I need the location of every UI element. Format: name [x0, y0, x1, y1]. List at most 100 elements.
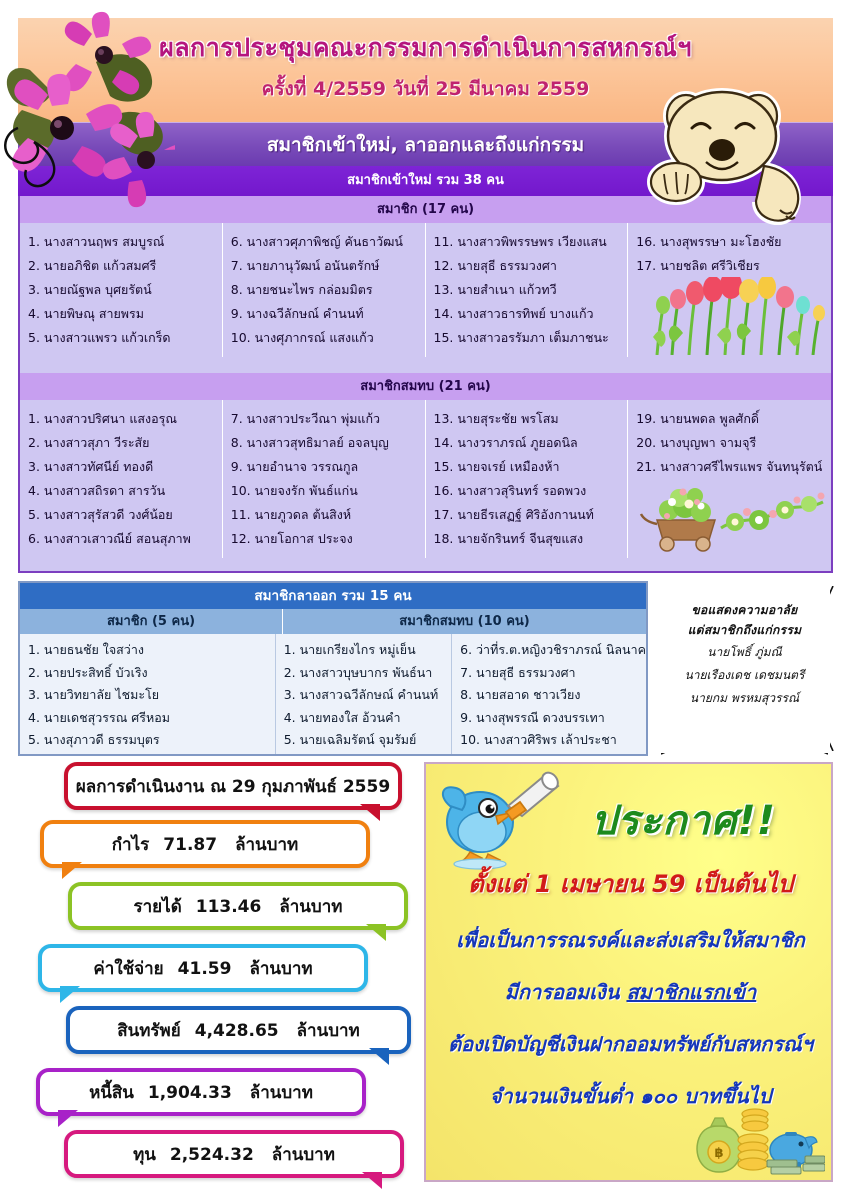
financial-metric-bubble: สินทรัพย์ 4,428.65 ล้านบาท — [66, 1006, 411, 1065]
member-name: 5. นางสาวสุรัสวดี วงศ์น้อย — [28, 507, 173, 522]
money-savings-icon: ฿ — [696, 1108, 825, 1175]
member-name: 3. นางสาวฉวีลักษณ์ คำนนท์ — [283, 687, 439, 702]
financial-metric-bubble: ค่าใช้จ่าย 41.59 ล้านบาท — [38, 944, 368, 1003]
member-name: 1. นายเกรียงไกร หมู่เย็น — [283, 642, 416, 657]
financial-title-bubble: ผลการดำเนินงาน ณ 29 กุมภาพันธ์ 2559 — [64, 762, 402, 821]
financial-results-panel: ผลการดำเนินงาน ณ 29 กุมภาพันธ์ 2559 กำไร… — [18, 762, 418, 1189]
member-name: 18. นายจักรินทร์ จีนสุขแสง — [433, 531, 584, 546]
member-name: 4. นางสาวสถิรดา สารวัน — [28, 483, 166, 498]
member-name: 1. นายธนชัย ใจสว่าง — [28, 642, 144, 657]
financial-metric-unit: ล้านบาท — [249, 1082, 313, 1103]
member-name: 6. ว่าที่ร.ต.หญิงวชิราภรณ์ นิลนาค — [460, 642, 646, 657]
member-name: 1. นางสาวปริศนา แสงอรุณ — [28, 411, 177, 426]
resigned-members-table: สมาชิกลาออก รวม 15 คน สมาชิก (5 คน) สมาช… — [18, 581, 648, 756]
resigned-regular-subheader: สมาชิก (5 คน) — [20, 609, 284, 634]
new-members-regular-block: สมาชิก (17 คน) 1. นางสาวนฤพร สมบูรณ์ 2. น… — [18, 196, 833, 373]
member-name: 10. นางสาวศิริพร เล้าประชา — [460, 732, 617, 747]
member-name: 14. นางสาวธารทิพย์ บางแก้ว — [433, 306, 594, 321]
financial-metric-label: ค่าใช้จ่าย — [93, 958, 164, 979]
condolence-content: ขอแสดงความอาลัย แด่สมาชิกถึงแก่กรรม นายโ… — [659, 584, 830, 753]
deceased-name: นายกม พรหมสุวรรณ์ — [689, 691, 800, 705]
financial-metric-unit: ล้านบาท — [296, 1020, 360, 1041]
bird-megaphone-icon — [441, 771, 560, 870]
member-name: 2. นายประสิทธิ์ บัวเริง — [28, 664, 148, 680]
financial-metric-value: 71.87 — [163, 834, 218, 855]
member-name: 3. นางสาวทัศนีย์ ทองดี — [28, 459, 154, 474]
member-name: 3. นายวิทยาลัย ไชมะโย — [28, 687, 160, 702]
grid-column: 7. นางสาวประวีณา พุ่มแก้ว 8. นางสาวสุทธิม… — [223, 400, 426, 558]
deceased-name: นายโพธิ์ ภู่มณี — [707, 645, 782, 659]
member-name: 2. นายอภิชิต แก้วสมศรี — [28, 258, 157, 273]
grid-column: 13. นายสุระชัย พรโสม 14. นางวราภรณ์ ภูยอด… — [426, 400, 629, 558]
resigned-regular-column: 1. นายธนชัย ใจสว่าง 2. นายประสิทธิ์ บัวเร… — [20, 634, 276, 754]
new-members-total-label: สมาชิกเข้าใหม่ รวม 38 คน — [347, 173, 504, 188]
flower-cart-icon — [639, 488, 825, 552]
financial-metric-label: กำไร — [111, 834, 150, 855]
announcement-effective-date: ตั้งแต่ 1 เมษายน 59 เป็นต้นไป — [468, 870, 793, 898]
financial-metric-bubble: กำไร 71.87 ล้านบาท — [40, 820, 370, 879]
grid-column: 1. นางสาวนฤพร สมบูรณ์ 2. นายอภิชิต แก้วสม… — [20, 223, 223, 357]
member-name: 7. นางสาวประวีณา พุ่มแก้ว — [230, 411, 381, 426]
financial-metric-label: ทุน — [133, 1144, 156, 1165]
section-banner-label: สมาชิกเข้าใหม่, ลาออกและถึงแก่กรรม — [266, 134, 585, 156]
condolence-line-2: แด่สมาชิกถึงแก่กรรม — [687, 623, 802, 637]
new-members-total-bar: สมาชิกเข้าใหม่ รวม 38 คน — [18, 166, 833, 196]
financial-metric-bubble: รายได้ 113.46 ล้านบาท — [68, 882, 408, 941]
member-name: 11. นายภูวดล ต้นสิงห์ — [230, 507, 352, 522]
resigned-associate-column-2: 6. ว่าที่ร.ต.หญิงวชิราภรณ์ นิลนาค 7. นายส… — [452, 634, 646, 754]
member-name: 15. นางสาวอรรัมภา เต็มภาชนะ — [433, 330, 609, 345]
new-members-regular-grid: 1. นางสาวนฤพร สมบูรณ์ 2. นายอภิชิต แก้วสม… — [20, 223, 831, 357]
meeting-subtitle: ครั้งที่ 4/2559 วันที่ 25 มีนาคม 2559 — [261, 78, 590, 100]
announcement-body-line-4: จำนวนเงินขั้นต่ำ ๑๐๐ บาทขึ้นไป — [489, 1084, 772, 1108]
member-name: 6. นางสาวศุภาพิชญ์ คันธาวัฒน์ — [230, 234, 403, 249]
announcement-body-line-1: เพื่อเป็นการรณรงค์และส่งเสริมให้สมาชิก — [456, 928, 805, 952]
member-name: 17. นายธีรเสฏฐ์ ศิริอังกานนท์ — [433, 507, 594, 522]
financial-metric-unit: ล้านบาท — [249, 958, 313, 979]
member-name: 4. นายเดชสุวรรณ ศรีหอม — [28, 709, 170, 725]
announcement-body-line-3: ต้องเปิดบัญชีเงินฝากออมทรัพย์กับสหกรณ์ฯ — [448, 1032, 813, 1056]
new-members-associate-block: สมาชิกสมทบ (21 คน) 1. นางสาวปริศนา แสงอร… — [18, 373, 833, 573]
financial-metric-bubble: หนี้สิน 1,904.33 ล้านบาท — [36, 1068, 366, 1127]
member-name: 20. นางบุญพา จามจุรี — [636, 435, 757, 450]
member-name: 1. นางสาวนฤพร สมบูรณ์ — [28, 234, 165, 249]
member-name: 2. นางสาวสุภา วีระสัย — [28, 435, 150, 450]
member-name: 12. นายโอกาส ประจง — [230, 531, 353, 546]
condolence-box: ขอแสดงความอาลัย แด่สมาชิกถึงแก่กรรม นายโ… — [656, 581, 834, 756]
section-banner: สมาชิกเข้าใหม่, ลาออกและถึงแก่กรรม — [18, 122, 833, 166]
member-name: 15. นายจเรย์ เหมืองห้า — [433, 459, 560, 474]
financial-metric-value: 41.59 — [177, 958, 232, 979]
member-name: 5. นายเฉลิมรัตน์ จุมรัมย์ — [283, 732, 417, 747]
new-members-regular-subheader: สมาชิก (17 คน) — [20, 196, 831, 223]
resigned-associate-column-1: 1. นายเกรียงไกร หมู่เย็น 2. นางสาวบุษบากร… — [276, 634, 453, 754]
member-name: 8. นายชนะไพร กล่อมมิตร — [230, 282, 373, 297]
announcement-title: ประกาศ!! — [591, 798, 776, 844]
page-title: ผลการประชุมคณะกรรมการดำเนินการสหกรณ์ฯ — [159, 33, 692, 62]
member-name: 6. นางสาวเสาวณีย์ สอนสุภาพ — [28, 531, 191, 546]
announcement-panel: ประกาศ!! ตั้งแต่ 1 เมษายน 59 เป็นต้นไป เ… — [424, 762, 833, 1182]
member-name: 5. นางสุภาวดี ธรรมบุตร — [28, 732, 160, 747]
member-name: 11. นางสาวพิพรรษพร เวียงแสน — [433, 234, 607, 249]
financial-metric-value: 1,904.33 — [147, 1082, 232, 1103]
new-members-associate-subheader: สมาชิกสมทบ (21 คน) — [20, 373, 831, 400]
member-name: 13. นายสุระชัย พรโสม — [433, 411, 559, 426]
member-name: 13. นายสำเนา แก้วทวี — [433, 282, 557, 297]
financial-metric-value: 2,524.32 — [169, 1144, 254, 1165]
member-name: 8. นางสาวสุทธิมาลย์ อจลบุญ — [230, 435, 389, 450]
financial-metric-label: สินทรัพย์ — [117, 1020, 181, 1041]
member-name: 14. นางวราภรณ์ ภูยอดนิล — [433, 435, 578, 450]
member-name: 4. นายพิษณุ สายพรม — [28, 306, 145, 321]
grid-column: 1. นางสาวปริศนา แสงอรุณ 2. นางสาวสุภา วีร… — [20, 400, 223, 558]
resigned-subheaders: สมาชิก (5 คน) สมาชิกสมทบ (10 คน) — [20, 609, 646, 634]
header-orange-band: ผลการประชุมคณะกรรมการดำเนินการสหกรณ์ฯ คร… — [18, 18, 833, 122]
condolence-line-1: ขอแสดงความอาลัย — [691, 603, 798, 617]
member-name: 5. นางสาวแพรว แก้วเกร็ด — [28, 330, 171, 345]
financial-metric-unit: ล้านบาท — [279, 896, 343, 917]
member-name: 7. นายสุธี ธรรมวงศา — [460, 664, 576, 680]
member-name: 3. นายณัฐพล บุศยรัตน์ — [28, 282, 152, 297]
resigned-body: 1. นายธนชัย ใจสว่าง 2. นายประสิทธิ์ บัวเร… — [20, 634, 646, 754]
financial-metric-unit: ล้านบาท — [235, 834, 299, 855]
member-name: 2. นางสาวบุษบากร พันธ์นา — [283, 664, 433, 680]
member-name: 9. นางฉวีลักษณ์ คำนนท์ — [230, 306, 364, 321]
member-name: 8. นายสอาด ชาวเวียง — [460, 687, 581, 702]
